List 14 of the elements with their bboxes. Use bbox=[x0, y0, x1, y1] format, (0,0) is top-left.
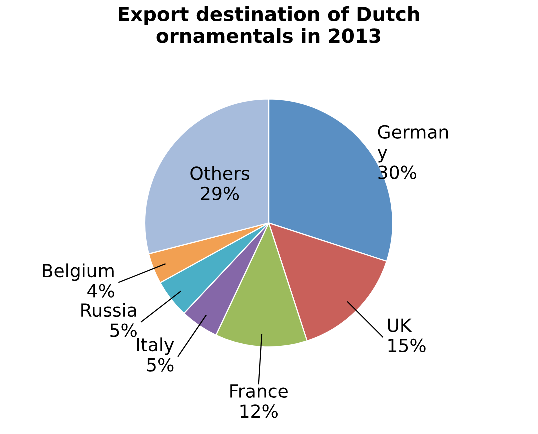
slice-label: Italy bbox=[137, 338, 174, 356]
slice-label: German y bbox=[378, 125, 448, 163]
chart-title: Export destination of Dutch ornamentals in 2013 bbox=[119, 6, 420, 44]
data-label: 4% bbox=[88, 284, 114, 298]
slice-label: Russia bbox=[82, 303, 136, 318]
slice-label: France bbox=[230, 384, 288, 398]
data-label: 12% bbox=[240, 404, 278, 418]
slice-label: UK bbox=[388, 318, 412, 332]
data-label: 5% bbox=[110, 324, 137, 338]
slice-label: Others bbox=[190, 166, 250, 180]
data-label: 15% bbox=[388, 338, 426, 353]
slice-label: Belgium bbox=[43, 264, 114, 282]
data-label: 29% bbox=[201, 186, 240, 201]
data-label: 5% bbox=[147, 358, 174, 372]
